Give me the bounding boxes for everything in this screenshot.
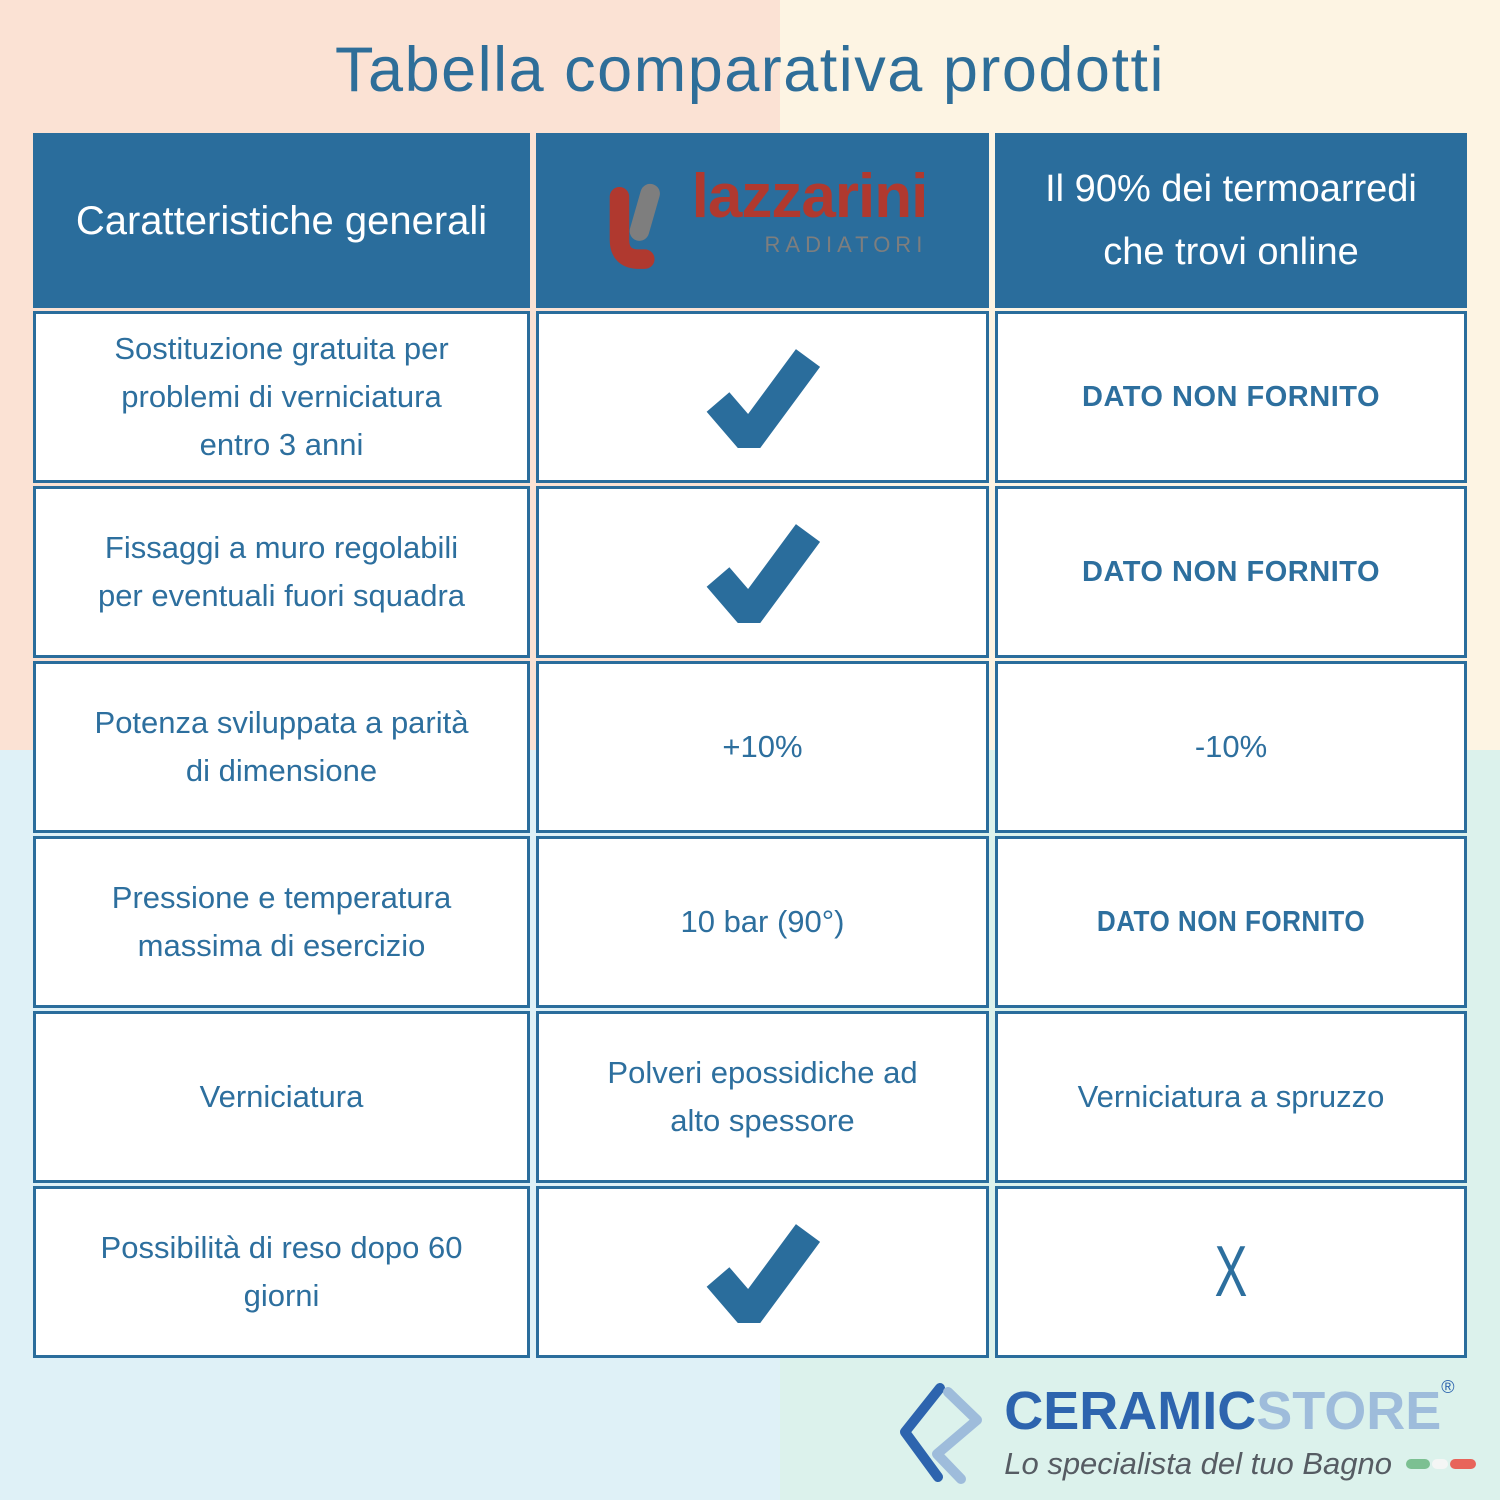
- lazzarini-cell-fissaggi: [536, 486, 989, 658]
- feature-label: Pressione e temperatura massima di eserc…: [111, 879, 452, 963]
- feature-label: Sostituzione gratuita per problemi di ve…: [114, 330, 449, 463]
- tagline-row: Lo specialista del tuo Bagno: [1004, 1446, 1476, 1482]
- lazzarini-value: 10 bar (90°): [680, 903, 845, 939]
- feature-cell-reso: Possibilità di reso dopo 60 giorni: [33, 1186, 530, 1358]
- check-icon: [706, 349, 820, 448]
- dato-non-fornito-label: DATO NON FORNITO: [1082, 380, 1380, 413]
- competitor-cell-potenza: -10%: [995, 661, 1467, 833]
- lazzarini-value: Polveri epossidiche ad alto spessore: [607, 1054, 918, 1138]
- competitor-value: -10%: [1194, 728, 1268, 764]
- header-cell-lazzarini: lazzarini RADIATORI: [536, 133, 989, 308]
- ceramicstore-logo: CERAMICSTORE® Lo specialista del tuo Bag…: [898, 1378, 1476, 1484]
- feature-label: Potenza sviluppata a parità di dimension…: [94, 704, 469, 788]
- feature-cell-pressione: Pressione e temperatura massima di eserc…: [33, 836, 530, 1008]
- lazzarini-logo-text: lazzarini RADIATORI: [691, 161, 929, 258]
- ceramicstore-logo-text: CERAMICSTORE® Lo specialista del tuo Bag…: [1004, 1378, 1476, 1482]
- page-title: Tabella comparativa prodotti: [335, 35, 1165, 105]
- lazzarini-cell-verniciatura: Polveri epossidiche ad alto spessore: [536, 1011, 989, 1183]
- italian-flag-icon: [1406, 1459, 1476, 1469]
- competitor-value: Verniciatura a spruzzo: [1077, 1078, 1385, 1114]
- check-icon: [706, 1224, 820, 1323]
- competitor-cell-reso: X: [995, 1186, 1467, 1358]
- lazzarini-cell-reso: [536, 1186, 989, 1358]
- feature-cell-potenza: Potenza sviluppata a parità di dimension…: [33, 661, 530, 833]
- features-header-label: Caratteristiche generali: [75, 198, 488, 243]
- lazzarini-cell-potenza: +10%: [536, 661, 989, 833]
- lazzarini-value: +10%: [722, 728, 803, 764]
- feature-label: Possibilità di reso dopo 60 giorni: [100, 1229, 463, 1313]
- x-mark: X: [1214, 1232, 1248, 1312]
- registered-trademark-symbol: ®: [1441, 1377, 1455, 1397]
- feature-cell-verniciatura: Verniciatura: [33, 1011, 530, 1183]
- lazzarini-cell-sostituzione: [536, 311, 989, 483]
- lazzarini-logo-icon: [609, 183, 660, 269]
- dato-non-fornito-label: DATO NON FORNITO: [1096, 905, 1366, 938]
- brand-store: STORE: [1256, 1381, 1442, 1441]
- competitor-cell-verniciatura: Verniciatura a spruzzo: [995, 1011, 1467, 1183]
- competitor-cell-fissaggi: DATO NON FORNITO: [995, 486, 1467, 658]
- lazzarini-radiatori-label: RADIATORI: [764, 231, 928, 257]
- feature-label: Fissaggi a muro regolabili per eventuali…: [97, 529, 466, 613]
- competitor-header-label: Il 90% dei termoarredi che trovi online: [1045, 167, 1417, 273]
- feature-cell-fissaggi: Fissaggi a muro regolabili per eventuali…: [33, 486, 530, 658]
- lazzarini-wordmark: lazzarini: [691, 161, 929, 231]
- ceramicstore-wordmark: CERAMICSTORE®: [1004, 1378, 1476, 1441]
- feature-cell-sostituzione: Sostituzione gratuita per problemi di ve…: [33, 311, 530, 483]
- comparison-table: Caratteristiche generali lazzarini RADIA…: [33, 133, 1467, 1358]
- dato-non-fornito-label: DATO NON FORNITO: [1082, 555, 1380, 588]
- check-icon: [706, 524, 820, 623]
- header-cell-competitor: Il 90% dei termoarredi che trovi online: [995, 133, 1467, 308]
- header-cell-features: Caratteristiche generali: [33, 133, 530, 308]
- competitor-cell-sostituzione: DATO NON FORNITO: [995, 311, 1467, 483]
- ceramicstore-logo-icon: [900, 1383, 983, 1484]
- ceramicstore-tagline: Lo specialista del tuo Bagno: [1004, 1446, 1392, 1481]
- brand-ceramic: CERAMIC: [1004, 1381, 1257, 1441]
- feature-label: Verniciatura: [199, 1078, 364, 1114]
- lazzarini-logo: lazzarini RADIATORI: [598, 161, 929, 276]
- lazzarini-cell-pressione: 10 bar (90°): [536, 836, 989, 1008]
- competitor-cell-pressione: DATO NON FORNITO: [995, 836, 1467, 1008]
